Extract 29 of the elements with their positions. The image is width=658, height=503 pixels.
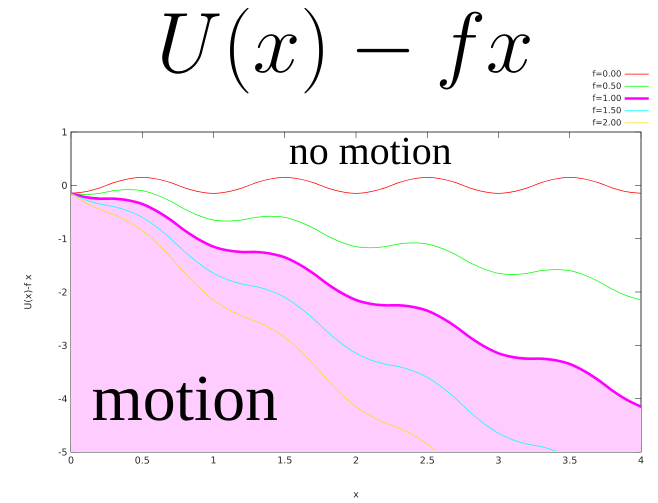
x-tick-label: 3.5 <box>562 456 576 464</box>
y-tick-label: -2 <box>58 288 67 296</box>
y-tick-label: 0 <box>62 182 67 189</box>
y-tick-label: -3 <box>58 342 67 349</box>
line-series <box>71 192 435 450</box>
chart-title: $U(x) - fx$ <box>162 8 530 94</box>
legend-label: f=2.00 <box>592 118 621 126</box>
annotation: motion <box>92 376 277 421</box>
legend-label: f=0.50 <box>592 82 621 89</box>
x-tick-label: 2 <box>354 456 358 464</box>
y-tick-label: -5 <box>58 448 67 456</box>
y-tick-label: 1 <box>62 128 67 136</box>
x-tick-label: 0.5 <box>135 456 149 464</box>
line-series <box>71 192 556 452</box>
x-tick-label: 4 <box>638 456 644 464</box>
annotation: no motion <box>290 138 452 164</box>
y-tick-label: -4 <box>58 395 67 402</box>
y-axis-title: U(x)-f x <box>24 274 32 309</box>
y-tick-label: -1 <box>58 235 67 242</box>
legend-label: f=1.00 <box>592 94 621 102</box>
legend-label: f=0.00 <box>592 70 621 77</box>
x-tick-label: 2.5 <box>420 456 434 464</box>
x-tick-label: 1 <box>212 456 216 464</box>
x-axis-title: x <box>353 492 358 498</box>
legend-label: f=1.50 <box>592 106 621 114</box>
x-tick-label: 3 <box>496 456 501 464</box>
x-tick-label: 0 <box>68 456 74 464</box>
x-tick-label: 1.5 <box>278 456 292 464</box>
line-series <box>71 176 642 194</box>
